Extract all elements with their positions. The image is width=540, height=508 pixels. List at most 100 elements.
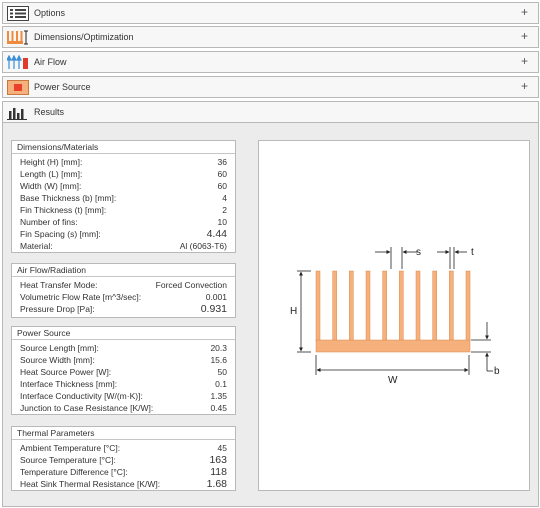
result-value: 2 bbox=[222, 205, 227, 215]
result-row: Source Temperature [°C]: 163 bbox=[20, 454, 227, 466]
result-value: 0.45 bbox=[210, 403, 227, 413]
result-label: Junction to Case Resistance [K/W]: bbox=[20, 403, 154, 413]
power-source-label: Power Source bbox=[34, 82, 91, 92]
heatsink-diagram: H W b s t bbox=[258, 140, 530, 491]
result-value: 20.3 bbox=[210, 343, 227, 353]
heatsink-fin bbox=[399, 270, 404, 342]
airflow-icon bbox=[6, 54, 29, 70]
result-value: 4 bbox=[222, 193, 227, 203]
b-label: b bbox=[494, 366, 500, 377]
result-value: 0.001 bbox=[205, 292, 227, 302]
options-accordion-header[interactable]: Options + bbox=[2, 2, 539, 24]
result-row: Ambient Temperature [°C]: 45 bbox=[20, 442, 227, 454]
s-label: s bbox=[416, 247, 421, 258]
result-label: Volumetric Flow Rate [m^3/sec]: bbox=[20, 292, 142, 302]
results-accordion-header[interactable]: Results bbox=[2, 101, 539, 123]
result-value: 0.1 bbox=[215, 379, 227, 389]
result-row: Source Length [mm]: 20.3 bbox=[20, 342, 227, 354]
heatsink-fin bbox=[349, 270, 354, 342]
heatsink-fin bbox=[365, 270, 371, 342]
result-value: 4.44 bbox=[206, 228, 227, 240]
result-value: 60 bbox=[217, 181, 227, 191]
w-label: W bbox=[388, 375, 398, 386]
result-label: Interface Conductivity [W/(m·K)]: bbox=[20, 391, 143, 401]
heatsink-base bbox=[315, 339, 471, 353]
result-row: Temperature Difference [°C]: 118 bbox=[20, 466, 227, 478]
heatsink-fins bbox=[315, 270, 471, 342]
result-row: Fin Thickness (t) [mm]: 2 bbox=[20, 204, 227, 216]
result-row: Pressure Drop [Pa]: 0.931 bbox=[20, 303, 227, 315]
result-label: Number of fins: bbox=[20, 217, 78, 227]
result-value: 0.931 bbox=[200, 303, 227, 315]
result-row: Base Thickness (b) [mm]: 4 bbox=[20, 192, 227, 204]
airflow-label: Air Flow bbox=[34, 57, 67, 67]
result-value: 36 bbox=[217, 157, 227, 167]
results-label: Results bbox=[34, 107, 65, 117]
result-row: Fin Spacing (s) [mm]: 4.44 bbox=[20, 228, 227, 240]
power-source-icon bbox=[7, 80, 29, 95]
heatsink-fin bbox=[465, 270, 471, 342]
result-label: Width (W) [mm]: bbox=[20, 181, 82, 191]
panel-title: Air Flow/Radiation bbox=[12, 264, 235, 277]
h-label: H bbox=[290, 306, 297, 317]
power-source-accordion-header[interactable]: Power Source + bbox=[2, 76, 539, 98]
dimensions-label: Dimensions/Optimization bbox=[34, 32, 134, 42]
result-label: Length (L) [mm]: bbox=[20, 169, 83, 179]
dimensions-accordion-header[interactable]: Dimensions/Optimization + bbox=[2, 26, 539, 48]
result-value: 118 bbox=[210, 466, 227, 478]
heatsink-fin bbox=[415, 270, 421, 342]
result-value: 50 bbox=[217, 367, 227, 377]
heatsink-dimensions-icon bbox=[7, 30, 29, 45]
result-value: 10 bbox=[217, 217, 227, 227]
heatsink-fin bbox=[382, 270, 387, 342]
result-row: Material: Al (6063-T6) bbox=[20, 240, 227, 252]
result-label: Source Length [mm]: bbox=[20, 343, 99, 353]
result-label: Heat Sink Thermal Resistance [K/W]: bbox=[20, 479, 161, 489]
power-source-panel: Power Source Source Length [mm]: 20.3 Sour… bbox=[11, 326, 236, 415]
options-icon bbox=[7, 6, 29, 21]
result-label: Interface Thickness [mm]: bbox=[20, 379, 118, 389]
results-bar-chart-icon bbox=[7, 105, 29, 120]
t-label: t bbox=[471, 247, 474, 258]
result-label: Pressure Drop [Pa]: bbox=[20, 304, 95, 314]
heatsink-fin bbox=[332, 270, 337, 342]
result-label: Source Width [mm]: bbox=[20, 355, 95, 365]
result-value: 60 bbox=[217, 169, 227, 179]
panel-title: Thermal Parameters bbox=[12, 427, 235, 440]
result-value: 15.6 bbox=[210, 355, 227, 365]
heatsink-fin bbox=[315, 270, 321, 342]
expand-plus-icon[interactable]: + bbox=[520, 79, 528, 93]
result-label: Height (H) [mm]: bbox=[20, 157, 83, 167]
options-label: Options bbox=[34, 8, 66, 18]
expand-plus-icon[interactable]: + bbox=[520, 29, 528, 43]
panel-title: Power Source bbox=[12, 327, 235, 340]
result-row: Junction to Case Resistance [K/W]: 0.45 bbox=[20, 402, 227, 414]
result-label: Heat Source Power [W]: bbox=[20, 367, 112, 377]
result-value: 1.35 bbox=[210, 391, 227, 401]
result-value: Forced Convection bbox=[155, 280, 227, 290]
heatsink-diagram-svg: H W b s t bbox=[290, 247, 500, 386]
result-row: Heat Transfer Mode: Forced Convection bbox=[20, 279, 227, 291]
result-row: Number of fins: 10 bbox=[20, 216, 227, 228]
result-row: Source Width [mm]: 15.6 bbox=[20, 354, 227, 366]
result-label: Fin Spacing (s) [mm]: bbox=[20, 229, 101, 239]
result-value: 45 bbox=[217, 443, 227, 453]
result-row: Heat Sink Thermal Resistance [K/W]: 1.68 bbox=[20, 478, 227, 490]
result-label: Ambient Temperature [°C]: bbox=[20, 443, 121, 453]
expand-plus-icon[interactable]: + bbox=[520, 54, 528, 68]
heatsink-fin bbox=[449, 270, 454, 342]
result-value: 1.68 bbox=[206, 478, 227, 490]
result-row: Length (L) [mm]: 60 bbox=[20, 168, 227, 180]
result-label: Heat Transfer Mode: bbox=[20, 280, 98, 290]
thermal-parameters-panel: Thermal Parameters Ambient Temperature [… bbox=[11, 426, 236, 491]
dimensions-materials-panel: Dimensions/Materials Height (H) [mm]: 36 L… bbox=[11, 140, 236, 253]
result-label: Base Thickness (b) [mm]: bbox=[20, 193, 117, 203]
airflow-radiation-panel: Air Flow/Radiation Heat Transfer Mode: Fo… bbox=[11, 263, 236, 318]
expand-plus-icon[interactable]: + bbox=[520, 5, 528, 19]
airflow-accordion-header[interactable]: Air Flow + bbox=[2, 51, 539, 73]
result-row: Interface Thickness [mm]: 0.1 bbox=[20, 378, 227, 390]
result-label: Fin Thickness (t) [mm]: bbox=[20, 205, 107, 215]
result-row: Height (H) [mm]: 36 bbox=[20, 156, 227, 168]
result-row: Width (W) [mm]: 60 bbox=[20, 180, 227, 192]
result-label: Material: bbox=[20, 241, 53, 251]
